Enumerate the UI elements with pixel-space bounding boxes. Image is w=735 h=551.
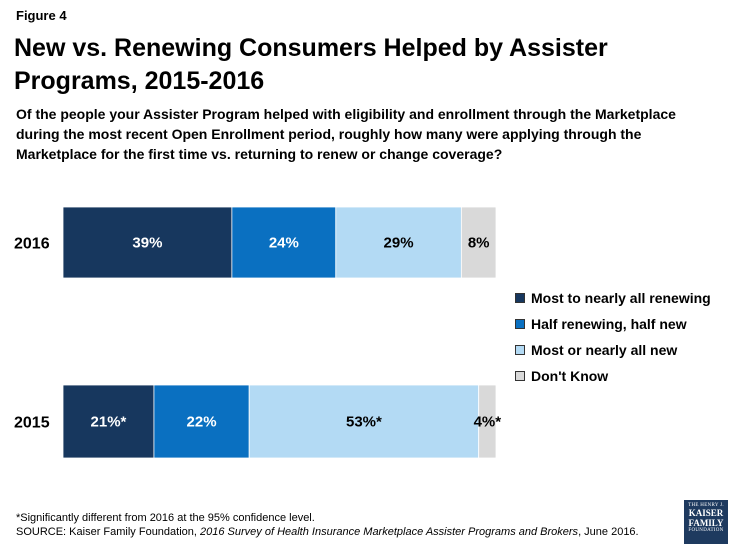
bar-segment-2015-3	[478, 384, 497, 459]
legend-swatch	[515, 371, 525, 381]
source-suffix: , June 2016.	[578, 526, 639, 538]
category-label-2016: 2016	[14, 236, 50, 253]
data-label-2016-1: 24%	[269, 235, 299, 252]
legend-swatch	[515, 319, 525, 329]
legend-label: Most to nearly all renewing	[531, 290, 711, 306]
logo-foundation-text: FOUNDATION	[688, 528, 724, 533]
figure-label: Figure 4	[16, 8, 67, 23]
category-label-2015: 2015	[14, 415, 50, 432]
legend-label: Most or nearly all new	[531, 342, 678, 358]
bar-segment-2016-1	[231, 206, 337, 279]
legend-swatch	[515, 293, 525, 303]
bar-segment-2015-2	[248, 384, 480, 459]
data-label-2016-3: 8%	[468, 235, 490, 252]
data-label-2015-3: 4%*	[474, 414, 502, 431]
footnote: *Significantly different from 2016 at th…	[16, 512, 315, 524]
bar-segment-2016-3	[460, 206, 497, 279]
legend-item-renewing: Most to nearly all renewing	[515, 285, 711, 311]
data-label-2015-0: 21%*	[91, 414, 127, 431]
source-title: 2016 Survey of Health Insurance Marketpl…	[200, 526, 579, 538]
legend-item-half: Half renewing, half new	[515, 311, 711, 337]
data-label-2015-1: 22%	[187, 414, 217, 431]
logo-top-text: THE HENRY J.	[688, 503, 724, 508]
source-note: SOURCE: Kaiser Family Foundation, 2016 S…	[16, 525, 639, 539]
data-label-2016-0: 39%	[132, 235, 162, 252]
bar-segment-2016-0	[62, 206, 233, 279]
legend-swatch	[515, 345, 525, 355]
data-label-2015-2: 53%*	[346, 414, 382, 431]
logo-family-text: FAMILY	[688, 518, 724, 528]
chart-subtitle: Of the people your Assister Program help…	[16, 106, 676, 162]
bar-segment-2015-0	[62, 384, 155, 459]
legend-item-dont-know: Don't Know	[515, 363, 711, 389]
legend-label: Don't Know	[531, 368, 609, 384]
bar-segment-2016-2	[335, 206, 462, 279]
logo-kaiser-text: KAISER	[688, 508, 724, 518]
legend-label: Half renewing, half new	[531, 316, 687, 332]
legend-item-new: Most or nearly all new	[515, 337, 711, 363]
chart-legend: Most to nearly all renewing Half renewin…	[515, 285, 711, 389]
chart-title: New vs. Renewing Consumers Helped by Ass…	[14, 34, 608, 95]
source-prefix: SOURCE: Kaiser Family Foundation,	[16, 526, 201, 538]
kff-logo: THE HENRY J. KAISER FAMILY FOUNDATION	[684, 500, 728, 544]
data-label-2016-2: 29%	[384, 235, 414, 252]
